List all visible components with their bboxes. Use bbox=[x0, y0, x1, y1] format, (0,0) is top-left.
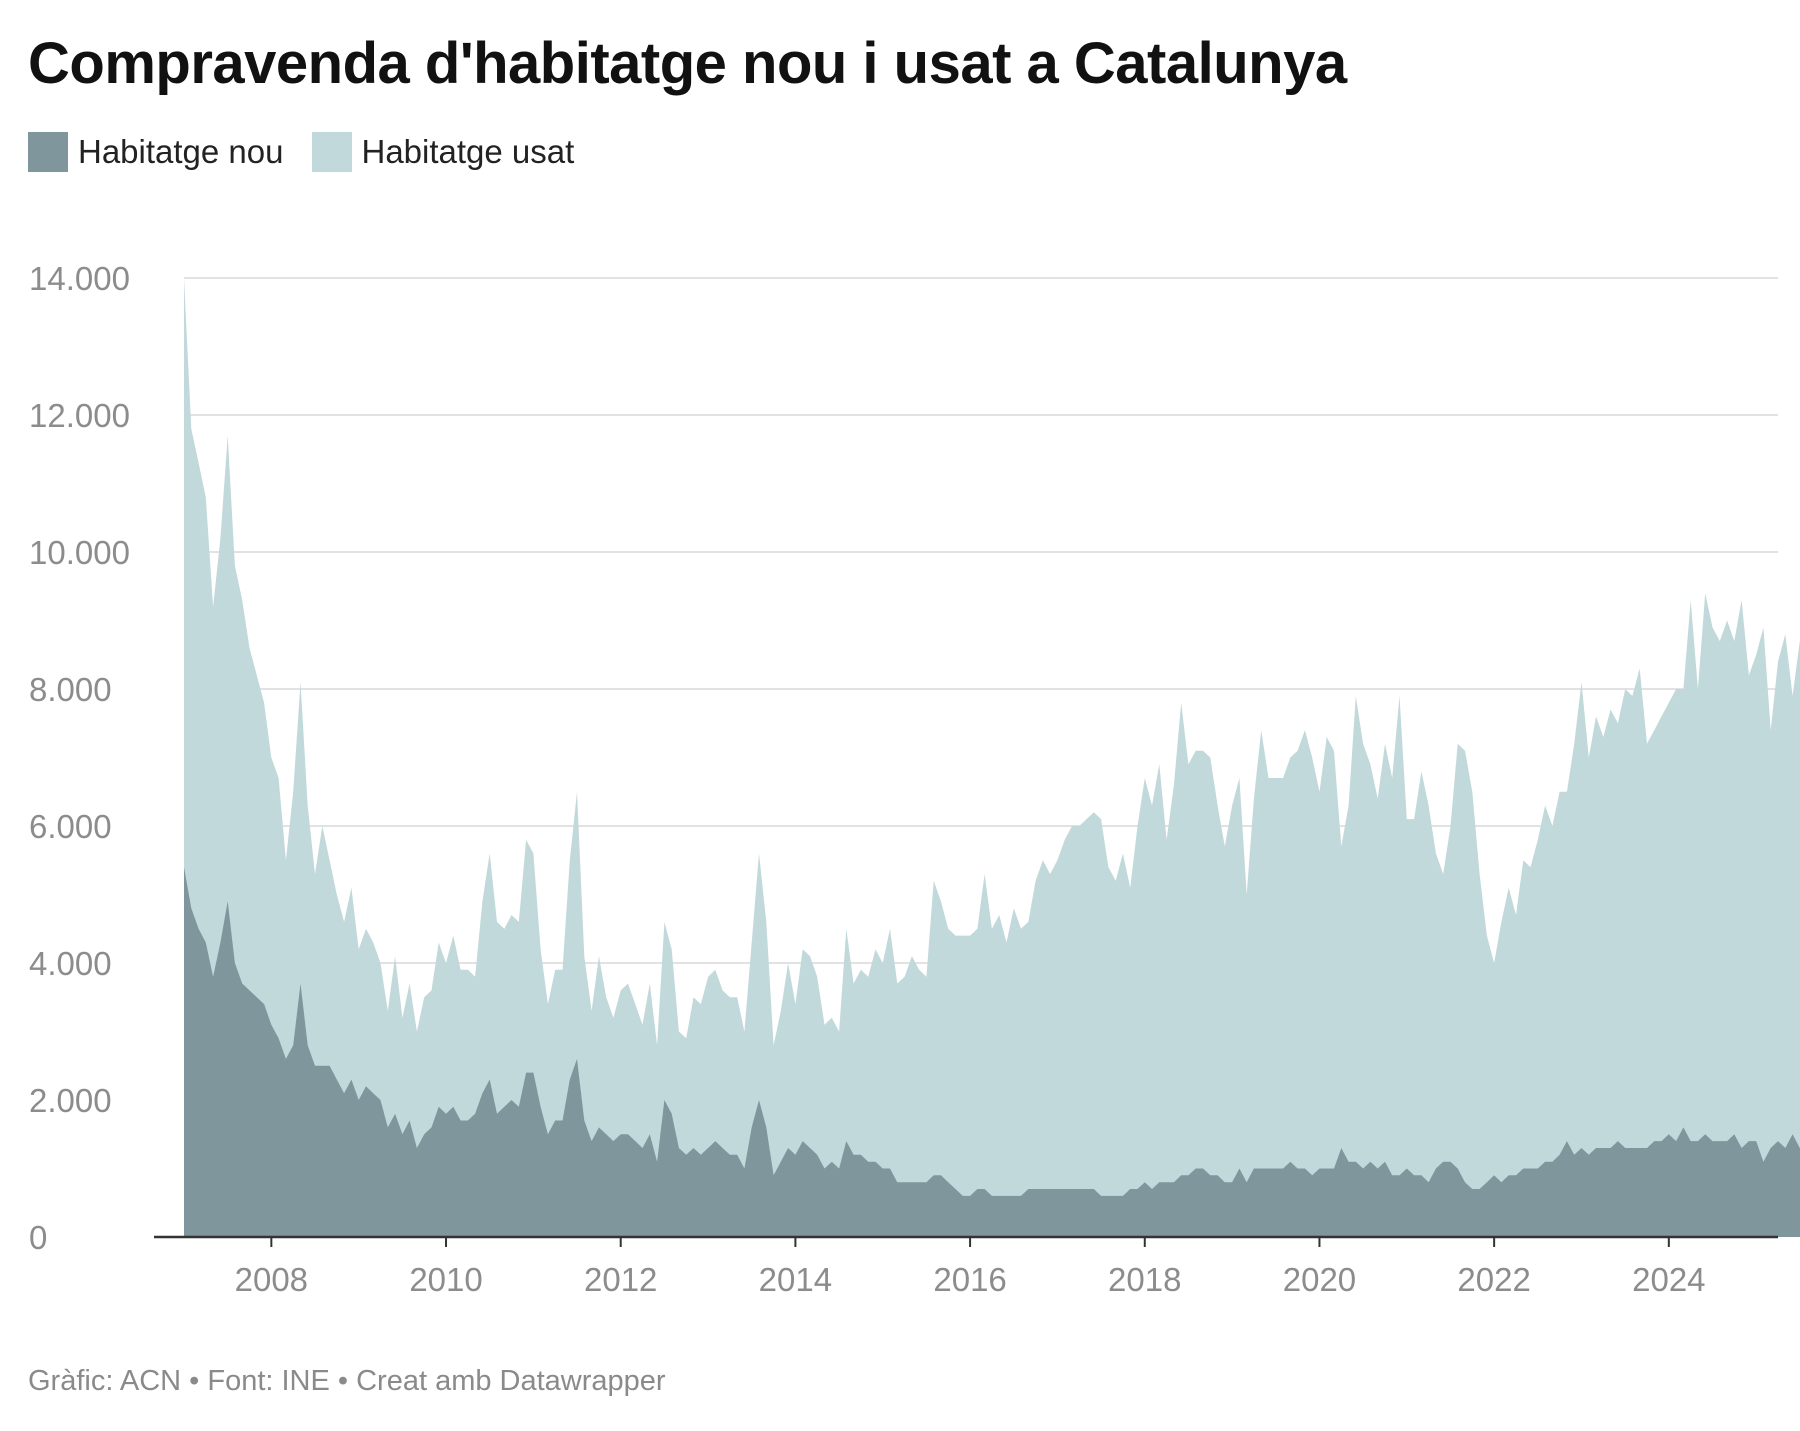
x-tick-label: 2020 bbox=[1283, 1261, 1356, 1298]
x-tick-label: 2018 bbox=[1108, 1261, 1181, 1298]
y-tick-label: 14.000 bbox=[29, 260, 130, 297]
x-tick-label: 2012 bbox=[584, 1261, 657, 1298]
x-tick-label: 2016 bbox=[933, 1261, 1006, 1298]
area-chart: 0 2.000 4.000 6.000 8.000 10.000 12.000 14.000 2… bbox=[29, 260, 1800, 1298]
legend-label-usat: Habitatge usat bbox=[361, 133, 575, 170]
area-habitatge-nou bbox=[184, 867, 1800, 1237]
x-tick-label: 2014 bbox=[759, 1261, 832, 1298]
area-habitatge-usat bbox=[184, 278, 1800, 1237]
legend-swatch-usat bbox=[311, 132, 352, 172]
legend: Habitatge nou Habitatge usat bbox=[28, 132, 602, 172]
legend-item-nou: Habitatge nou bbox=[28, 132, 284, 172]
legend-item-usat: Habitatge usat bbox=[311, 132, 575, 172]
x-tick-label: 2024 bbox=[1632, 1261, 1705, 1298]
area-layer bbox=[184, 278, 1800, 1237]
y-tick-label: 10.000 bbox=[29, 534, 130, 571]
legend-swatch-nou bbox=[28, 132, 68, 172]
y-tick-label: 12.000 bbox=[29, 397, 130, 434]
x-tick-label: 2010 bbox=[409, 1261, 482, 1298]
footer-credits: Gràfic: ACN • Font: INE • Creat amb Data… bbox=[28, 1365, 666, 1397]
y-tick-label: 2.000 bbox=[29, 1082, 112, 1119]
y-tick-label: 8.000 bbox=[29, 671, 112, 708]
chart-title: Compravenda d'habitatge nou i usat a Cat… bbox=[28, 31, 1347, 96]
y-tick-label: 4.000 bbox=[29, 945, 112, 982]
axis-layer: 0 2.000 4.000 6.000 8.000 10.000 12.000 14.000 2… bbox=[29, 260, 1778, 1298]
x-tick-label: 2022 bbox=[1457, 1261, 1530, 1298]
y-tick-label: 6.000 bbox=[29, 808, 112, 845]
y-tick-label: 0 bbox=[29, 1219, 47, 1256]
x-tick-label: 2008 bbox=[235, 1261, 308, 1298]
legend-label-nou: Habitatge nou bbox=[78, 133, 284, 170]
